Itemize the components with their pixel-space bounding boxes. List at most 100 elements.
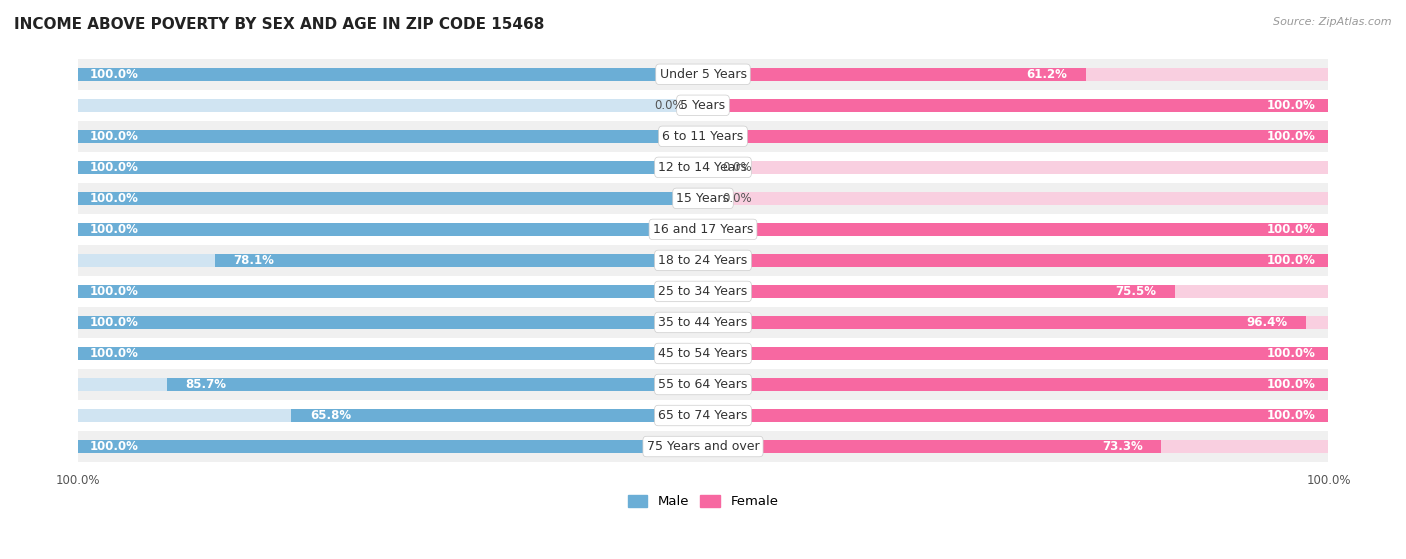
Bar <box>77 68 703 81</box>
Bar <box>77 161 703 174</box>
Bar <box>77 130 703 143</box>
Bar <box>77 378 703 391</box>
Text: 12 to 14 Years: 12 to 14 Years <box>658 161 748 174</box>
Bar <box>703 378 1329 391</box>
Bar <box>77 440 703 453</box>
Bar <box>703 347 1329 360</box>
Bar <box>703 440 1329 453</box>
Text: 100.0%: 100.0% <box>90 223 139 236</box>
Text: 75 Years and over: 75 Years and over <box>647 440 759 453</box>
Text: 100.0%: 100.0% <box>90 347 139 360</box>
Text: 100.0%: 100.0% <box>1267 409 1316 422</box>
Text: 100.0%: 100.0% <box>90 161 139 174</box>
Text: 100.0%: 100.0% <box>1267 130 1316 143</box>
Legend: Male, Female: Male, Female <box>623 490 783 514</box>
Text: 85.7%: 85.7% <box>186 378 226 391</box>
Text: 100.0%: 100.0% <box>90 192 139 205</box>
Bar <box>703 223 1329 236</box>
Bar <box>703 347 1329 360</box>
Text: 45 to 54 Years: 45 to 54 Years <box>658 347 748 360</box>
Bar <box>77 285 703 298</box>
Bar <box>77 192 703 205</box>
Bar <box>77 338 1329 369</box>
Text: 96.4%: 96.4% <box>1246 316 1286 329</box>
Text: 35 to 44 Years: 35 to 44 Years <box>658 316 748 329</box>
Text: 18 to 24 Years: 18 to 24 Years <box>658 254 748 267</box>
Bar <box>77 440 703 453</box>
Bar <box>77 59 1329 90</box>
Text: 100.0%: 100.0% <box>90 130 139 143</box>
Text: 100.0%: 100.0% <box>1267 99 1316 112</box>
Text: 16 and 17 Years: 16 and 17 Years <box>652 223 754 236</box>
Bar <box>703 285 1175 298</box>
Bar <box>167 378 703 391</box>
Bar <box>77 431 1329 462</box>
Bar <box>77 130 703 143</box>
Text: 100.0%: 100.0% <box>1267 378 1316 391</box>
Bar <box>703 409 1329 422</box>
Bar <box>77 347 703 360</box>
Bar <box>291 409 703 422</box>
Bar <box>77 245 1329 276</box>
Bar <box>77 99 703 112</box>
Bar <box>703 316 1329 329</box>
Bar <box>77 347 703 360</box>
Text: 55 to 64 Years: 55 to 64 Years <box>658 378 748 391</box>
Bar <box>77 223 703 236</box>
Bar <box>77 369 1329 400</box>
Bar <box>77 90 1329 121</box>
Bar <box>77 400 1329 431</box>
Bar <box>77 307 1329 338</box>
Bar <box>77 409 703 422</box>
Bar <box>703 254 1329 267</box>
Bar <box>77 121 1329 152</box>
Bar <box>77 152 1329 183</box>
Bar <box>77 223 703 236</box>
Text: 100.0%: 100.0% <box>90 285 139 298</box>
Bar <box>703 223 1329 236</box>
Text: 65 to 74 Years: 65 to 74 Years <box>658 409 748 422</box>
Bar <box>703 68 1085 81</box>
Bar <box>77 276 1329 307</box>
Text: 100.0%: 100.0% <box>1267 347 1316 360</box>
Text: 5 Years: 5 Years <box>681 99 725 112</box>
Text: 100.0%: 100.0% <box>90 440 139 453</box>
Bar <box>77 285 703 298</box>
Bar <box>703 161 1329 174</box>
Text: 75.5%: 75.5% <box>1115 285 1157 298</box>
Bar <box>703 99 1329 112</box>
Text: 65.8%: 65.8% <box>311 409 352 422</box>
Bar <box>77 316 703 329</box>
Bar <box>77 183 1329 214</box>
Text: 61.2%: 61.2% <box>1026 68 1067 81</box>
Bar <box>703 440 1161 453</box>
Text: 78.1%: 78.1% <box>233 254 274 267</box>
Bar <box>703 192 1329 205</box>
Text: 25 to 34 Years: 25 to 34 Years <box>658 285 748 298</box>
Text: 100.0%: 100.0% <box>90 68 139 81</box>
Text: 100.0%: 100.0% <box>1267 223 1316 236</box>
Bar <box>77 192 703 205</box>
Bar <box>703 409 1329 422</box>
Bar <box>703 130 1329 143</box>
Bar <box>77 161 703 174</box>
Text: 0.0%: 0.0% <box>721 192 751 205</box>
Text: Under 5 Years: Under 5 Years <box>659 68 747 81</box>
Bar <box>77 214 1329 245</box>
Text: 100.0%: 100.0% <box>90 316 139 329</box>
Text: INCOME ABOVE POVERTY BY SEX AND AGE IN ZIP CODE 15468: INCOME ABOVE POVERTY BY SEX AND AGE IN Z… <box>14 17 544 32</box>
Text: 73.3%: 73.3% <box>1102 440 1143 453</box>
Bar <box>703 316 1306 329</box>
Bar <box>703 285 1329 298</box>
Text: 0.0%: 0.0% <box>721 161 751 174</box>
Text: 100.0%: 100.0% <box>1267 254 1316 267</box>
Bar <box>703 68 1329 81</box>
Bar <box>703 99 1329 112</box>
Text: 6 to 11 Years: 6 to 11 Years <box>662 130 744 143</box>
Bar <box>77 316 703 329</box>
Bar <box>215 254 703 267</box>
Bar <box>77 68 703 81</box>
Bar <box>703 254 1329 267</box>
Bar <box>703 378 1329 391</box>
Bar <box>77 254 703 267</box>
